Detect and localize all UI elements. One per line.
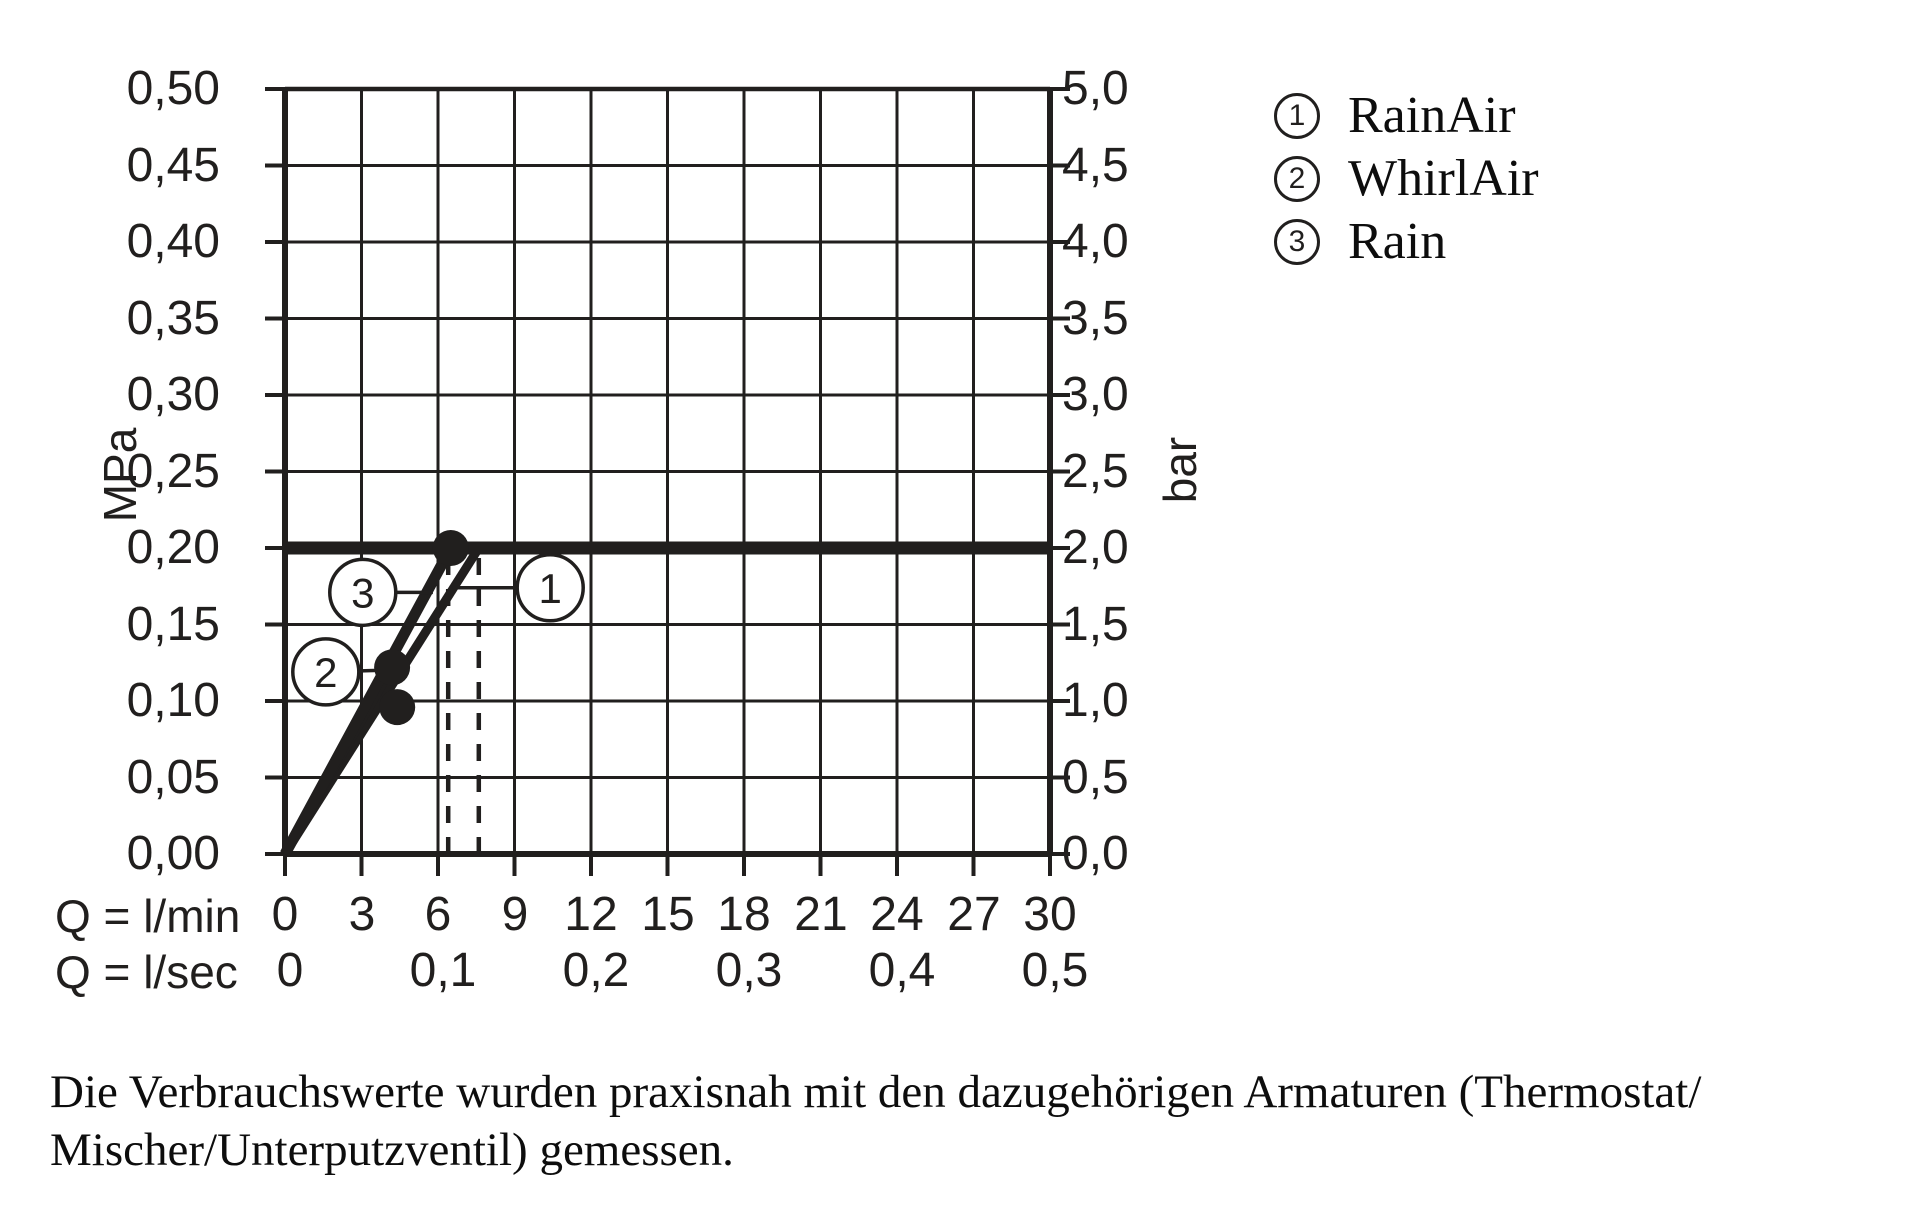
x-tick-lmin: 0 [271,888,299,941]
x-tick-lmin: 9 [501,888,529,941]
caption-line-1: Die Verbrauchswerte wurden praxisnah mit… [50,1066,1702,1118]
x-tick-lmin: 27 [947,888,1001,941]
legend-label-whirlair: WhirlAir [1348,150,1539,207]
y-left-axis-unit: MPa [94,427,146,523]
y-right-tick: 5,0 [1062,62,1129,115]
x-tick-lmin: 6 [424,888,452,941]
y-right-tick: 4,5 [1062,139,1129,192]
legend-label-rainair: RainAir [1348,87,1516,144]
y-left-tick: 0,20 [126,521,220,574]
x-tick-lmin: 3 [348,888,376,941]
x-tick-lmin: 21 [794,888,848,941]
y-right-tick: 2,5 [1062,445,1129,498]
circled-2-icon: 2 [1274,156,1320,202]
y-right-tick: 2,0 [1062,521,1129,574]
y-left-tick: 0,10 [126,674,220,727]
x-tick-lsec: 0,2 [562,944,630,997]
y-right-tick: 0,5 [1062,751,1129,804]
y-right-tick: 3,5 [1062,292,1129,345]
y-left-tick: 0,50 [126,62,220,115]
circled-1-icon: 1 [1274,93,1320,139]
x-tick-lmin: 15 [641,888,695,941]
y-left-tick: 0,30 [126,368,220,421]
circled-3-icon: 3 [1274,219,1320,265]
legend-label-rain: Rain [1348,213,1447,270]
y-left-tick: 0,15 [126,598,220,651]
y-left-tick: 0,25 [126,445,220,498]
x-tick-lsec: 0,3 [715,944,783,997]
x-tick-lsec: 0,5 [1021,944,1089,997]
y-left-tick: 0,00 [126,827,220,880]
x-tick-lmin: 30 [1023,888,1077,941]
y-left-tick: 0,40 [126,215,220,268]
x-tick-lmin: 12 [564,888,618,941]
y-right-tick: 4,0 [1062,215,1129,268]
y-right-tick: 1,5 [1062,598,1129,651]
chart-callout-2: 2 [314,649,337,696]
x-axis-unit-lsec: Q = l/sec [55,946,238,998]
y-right-tick: 1,0 [1062,674,1129,727]
y-left-tick: 0,05 [126,751,220,804]
y-right-tick: 0,0 [1062,827,1129,880]
x-tick-lsec: 0 [276,944,304,997]
chart-callout-1: 1 [539,565,562,612]
y-right-axis-unit: bar [1154,436,1206,504]
x-axis-unit-lmin: Q = l/min [55,890,241,942]
chart-callout-3: 3 [351,569,374,616]
x-tick-lmin: 24 [870,888,924,941]
y-left-tick: 0,35 [126,292,220,345]
x-tick-lsec: 0,4 [868,944,936,997]
y-left-tick: 0,45 [126,139,220,192]
caption-line-2: Mischer/Unterputzventil) gemessen. [50,1124,734,1176]
x-tick-lsec: 0,1 [409,944,477,997]
y-right-tick: 3,0 [1062,368,1129,421]
x-tick-lmin: 18 [717,888,771,941]
